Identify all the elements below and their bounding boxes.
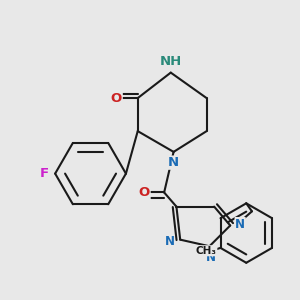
Text: N: N xyxy=(235,218,245,231)
Text: O: O xyxy=(111,92,122,105)
Text: O: O xyxy=(139,186,150,199)
Text: CH₃: CH₃ xyxy=(196,246,217,256)
Text: F: F xyxy=(40,167,49,180)
Text: N: N xyxy=(164,236,174,248)
Text: NH: NH xyxy=(160,56,182,68)
Text: N: N xyxy=(168,156,179,169)
Text: N: N xyxy=(206,250,216,263)
